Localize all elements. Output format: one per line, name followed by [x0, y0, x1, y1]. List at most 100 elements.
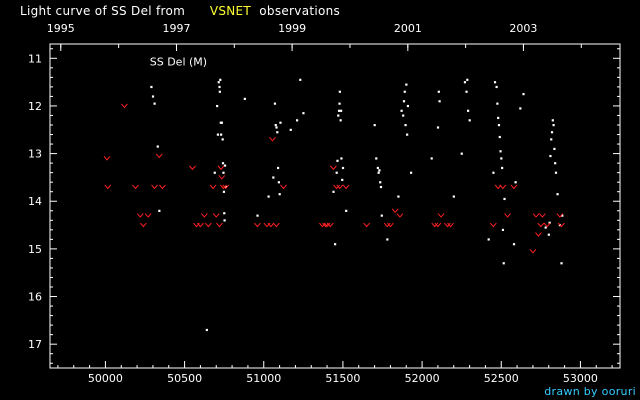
observation-point — [216, 133, 220, 136]
year-tick-label: 2001 — [394, 22, 422, 35]
observation-point — [550, 138, 553, 141]
observation-point — [498, 135, 501, 139]
upper-limit-mark — [318, 222, 326, 228]
observation-point — [403, 90, 406, 93]
observation-point — [223, 164, 227, 167]
observation-point — [402, 114, 405, 117]
upper-limit-mark — [336, 184, 344, 190]
upper-limit-mark — [489, 222, 497, 228]
upper-limit-mark — [132, 184, 139, 190]
observation-point — [514, 181, 517, 184]
top-year-axis-ticks: 1995 1997 1999 2001 2003 — [47, 22, 582, 51]
upper-limit-mark — [209, 184, 217, 190]
y-tick-label: 12 — [28, 100, 42, 113]
y-tick-label: 14 — [28, 195, 42, 208]
observation-point — [379, 181, 382, 184]
upper-limit-mark — [216, 222, 223, 228]
observation-point — [279, 121, 282, 124]
upper-limit-mark — [273, 222, 280, 228]
upper-limit-mark — [529, 248, 537, 254]
y-axis-ticks: 11 12 13 14 15 16 17 — [28, 48, 620, 364]
observation-point — [554, 171, 558, 174]
observation-point — [499, 150, 502, 153]
observation-point — [552, 124, 555, 127]
observation-point — [337, 114, 340, 117]
observation-point — [397, 195, 400, 198]
observation-point — [503, 197, 506, 201]
upper-limit-mark — [222, 184, 230, 190]
observation-point — [151, 95, 155, 98]
observation-point — [544, 226, 547, 229]
observation-point — [467, 109, 470, 112]
upper-limit-mark — [499, 184, 507, 190]
observation-point — [380, 214, 383, 217]
upper-limit-mark — [539, 213, 546, 218]
y-tick-label: 13 — [28, 148, 42, 161]
x-tick-label: 52500 — [484, 372, 519, 385]
observation-point — [277, 181, 280, 184]
upper-limit-mark — [155, 153, 163, 159]
observation-point — [547, 233, 550, 236]
upper-limit-mark — [535, 232, 542, 237]
upper-limit-mark — [558, 222, 565, 228]
observation-point — [273, 102, 277, 105]
plot-frame — [49, 43, 621, 369]
observation-point — [495, 85, 498, 89]
upper-limit-mark — [537, 222, 545, 228]
observation-point — [274, 124, 277, 127]
observation-point — [373, 124, 376, 127]
x-tick-label: 52000 — [405, 372, 440, 385]
observation-point — [218, 90, 221, 93]
observation-point — [460, 152, 463, 155]
upper-limit-mark — [136, 213, 144, 218]
observation-point — [276, 131, 279, 134]
observation-point — [493, 81, 497, 84]
observation-point — [430, 157, 433, 160]
observation-point — [277, 166, 280, 170]
y-tick-label: 16 — [28, 291, 42, 304]
year-tick-label: 1999 — [278, 22, 306, 35]
observation-point — [404, 124, 407, 127]
upper-limit-mark — [140, 222, 147, 228]
observation-point — [340, 109, 343, 112]
observation-point — [345, 209, 348, 212]
observation-point — [519, 107, 522, 110]
upper-limit-mark — [189, 165, 196, 171]
upper-limit-mark — [532, 213, 540, 218]
observation-point — [512, 243, 516, 246]
observation-point — [500, 157, 503, 160]
observation-point — [548, 221, 551, 224]
upper-limit-mark — [104, 184, 112, 190]
upper-limit-mark — [103, 156, 111, 161]
observation-point — [216, 104, 219, 108]
x-tick-label: 50000 — [88, 372, 123, 385]
upper-limit-mark — [383, 222, 391, 228]
observation-point — [560, 262, 563, 265]
upper-limit-mark — [218, 175, 226, 180]
observation-point — [400, 109, 403, 112]
upper-limit-mark — [159, 184, 166, 190]
observation-point — [554, 162, 557, 165]
observation-point — [436, 126, 440, 129]
upper-limit-mark — [504, 213, 511, 218]
observation-point — [339, 119, 342, 122]
x-axis-ticks: 50000 50500 51000 51500 52000 52500 53000 — [57, 361, 613, 385]
observation-point — [551, 119, 554, 122]
upper-limit-mark — [543, 222, 551, 228]
observation-point — [549, 154, 552, 158]
observation-point — [158, 209, 161, 212]
observation-point — [402, 100, 406, 103]
upper-limit-mark — [254, 222, 261, 228]
title-highlight-vsnet: VSNET — [209, 4, 252, 18]
observation-point — [337, 109, 341, 112]
y-tick-label: 17 — [28, 338, 42, 351]
observation-point — [220, 121, 223, 124]
upper-limit-mark — [212, 213, 220, 218]
upper-limit-mark — [121, 103, 128, 109]
observation-point — [378, 169, 381, 172]
upper-limit-mark — [200, 213, 208, 218]
upper-limit-mark — [322, 222, 329, 228]
year-tick-label: 1995 — [47, 22, 75, 35]
observation-point — [522, 93, 525, 96]
